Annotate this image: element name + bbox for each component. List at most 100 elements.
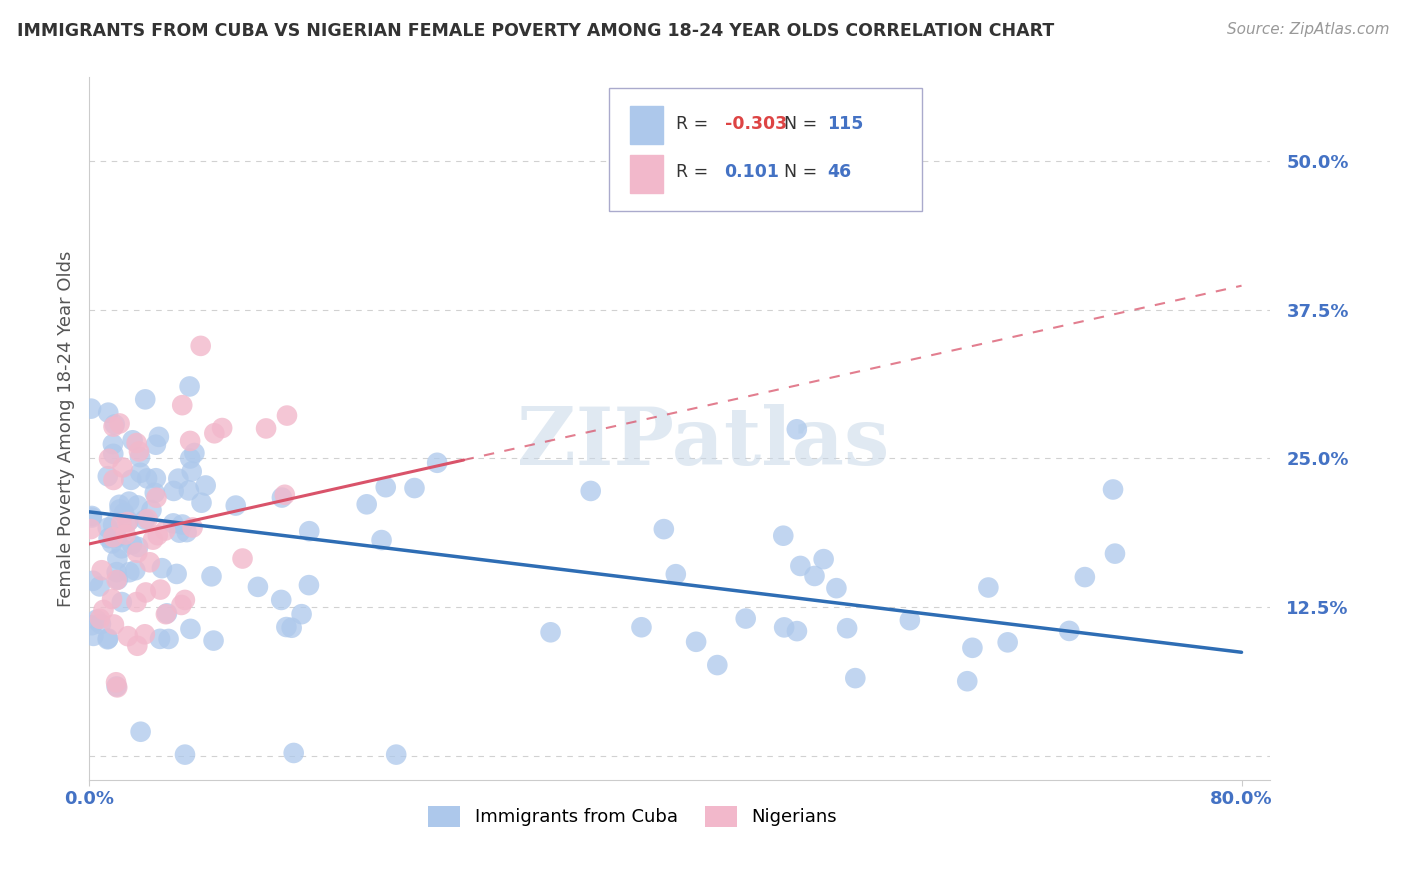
Point xyxy=(183,446,205,460)
Point xyxy=(138,555,160,569)
Point xyxy=(101,592,124,607)
Text: Source: ZipAtlas.com: Source: ZipAtlas.com xyxy=(1226,22,1389,37)
Point xyxy=(146,528,169,542)
Point xyxy=(370,533,392,547)
Point xyxy=(153,524,176,538)
Point xyxy=(136,512,159,526)
Point xyxy=(127,639,149,653)
Point xyxy=(149,632,172,646)
Point xyxy=(246,580,269,594)
Text: R =: R = xyxy=(676,115,714,134)
Point xyxy=(685,635,707,649)
Point xyxy=(179,379,201,393)
Point xyxy=(844,671,866,685)
Point xyxy=(101,517,124,532)
Point xyxy=(105,680,128,694)
Point xyxy=(1102,483,1125,497)
Text: IMMIGRANTS FROM CUBA VS NIGERIAN FEMALE POVERTY AMONG 18-24 YEAR OLDS CORRELATIO: IMMIGRANTS FROM CUBA VS NIGERIAN FEMALE … xyxy=(17,22,1054,40)
Point xyxy=(665,567,688,582)
Point xyxy=(786,422,808,436)
Point xyxy=(962,640,984,655)
Point xyxy=(129,466,152,480)
Point xyxy=(274,488,297,502)
Point xyxy=(426,456,449,470)
Point xyxy=(179,451,201,466)
Point xyxy=(211,421,233,435)
Point xyxy=(111,595,134,609)
Point xyxy=(374,480,396,494)
Point xyxy=(270,491,292,505)
Point xyxy=(772,529,794,543)
Point xyxy=(404,481,426,495)
Point xyxy=(167,472,190,486)
Point xyxy=(173,593,195,607)
Point xyxy=(105,681,128,695)
Point xyxy=(90,617,112,632)
Point xyxy=(1104,547,1126,561)
Point xyxy=(202,426,225,441)
Point xyxy=(194,478,217,492)
Point xyxy=(117,629,139,643)
Text: -0.303: -0.303 xyxy=(724,115,787,134)
Point xyxy=(149,582,172,597)
FancyBboxPatch shape xyxy=(609,88,922,211)
Point xyxy=(254,421,277,435)
Point xyxy=(105,573,128,587)
Point xyxy=(125,436,148,450)
Point xyxy=(114,527,136,541)
Point xyxy=(103,419,125,434)
Point xyxy=(97,632,120,647)
Point xyxy=(156,607,179,621)
Point xyxy=(108,417,131,431)
Point xyxy=(103,473,125,487)
Point xyxy=(172,517,194,532)
Point xyxy=(630,620,652,634)
Point xyxy=(111,460,134,475)
Point xyxy=(117,514,139,528)
Point xyxy=(101,536,124,550)
Point xyxy=(89,579,111,593)
Point xyxy=(128,444,150,458)
Point xyxy=(141,503,163,517)
Point xyxy=(225,499,247,513)
Point xyxy=(127,540,149,554)
Point xyxy=(127,546,149,560)
Point xyxy=(298,524,321,539)
Point xyxy=(706,658,728,673)
Point xyxy=(129,724,152,739)
Point xyxy=(105,552,128,566)
Point xyxy=(789,558,811,573)
Point xyxy=(124,563,146,577)
Point xyxy=(97,531,120,545)
Point xyxy=(835,621,858,635)
Point xyxy=(107,573,129,587)
Legend: Immigrants from Cuba, Nigerians: Immigrants from Cuba, Nigerians xyxy=(420,798,845,834)
Point xyxy=(179,622,201,636)
Point xyxy=(108,502,131,516)
Text: N =: N = xyxy=(783,115,823,134)
Point xyxy=(190,339,212,353)
Point xyxy=(143,486,166,500)
Point xyxy=(170,598,193,612)
Point xyxy=(231,551,253,566)
Point xyxy=(150,561,173,575)
Point xyxy=(977,581,1000,595)
Point xyxy=(104,417,127,432)
Point xyxy=(898,613,921,627)
Point xyxy=(111,541,134,556)
Point xyxy=(145,438,167,452)
Text: ZIPatlas: ZIPatlas xyxy=(517,403,890,482)
Point xyxy=(97,406,120,420)
Point xyxy=(118,565,141,579)
Point xyxy=(127,499,149,513)
Point xyxy=(125,595,148,609)
Point xyxy=(291,607,314,622)
Point xyxy=(155,607,177,622)
Point xyxy=(181,520,204,534)
Point xyxy=(145,491,167,505)
Point xyxy=(134,392,156,407)
FancyBboxPatch shape xyxy=(630,105,664,145)
Point xyxy=(773,620,796,634)
Point xyxy=(108,498,131,512)
Point xyxy=(80,508,103,523)
